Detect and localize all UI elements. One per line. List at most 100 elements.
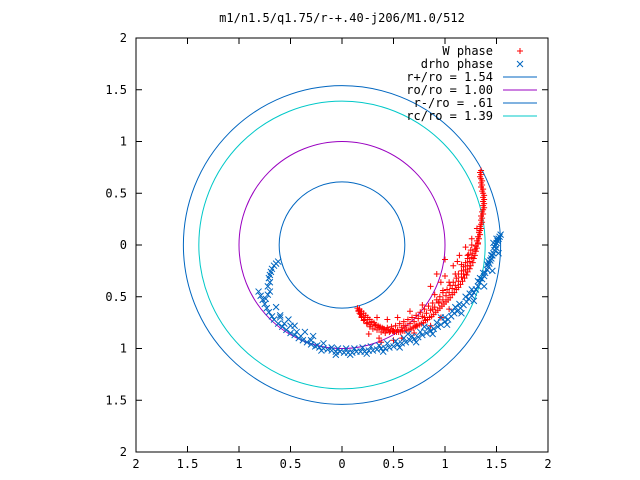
drho-phase-point (332, 351, 340, 359)
drho-phase-point (276, 312, 284, 319)
drho-phase-point (434, 323, 442, 331)
w-phase-point (449, 285, 456, 292)
drho-phase-point (437, 321, 445, 329)
drho-phase-point (303, 338, 311, 346)
drho-phase-point (451, 303, 459, 311)
w-phase-point (363, 320, 370, 327)
w-phase-point (464, 252, 471, 259)
w-phase-point (459, 278, 466, 285)
drho-phase-point (272, 303, 280, 311)
drho-phase-point (478, 275, 486, 283)
w-phase-point (413, 312, 420, 319)
x-tick-label: 0 (338, 457, 345, 471)
w-phase-point (378, 339, 385, 346)
w-phase-point (388, 323, 395, 330)
w-phase-point (437, 279, 444, 286)
legend-label: ro/ro = 1.00 (406, 83, 493, 97)
legend-label: drho phase (421, 57, 493, 71)
w-phase-point (366, 323, 373, 330)
drho-phase-point (427, 327, 434, 335)
w-phase-point (396, 320, 403, 327)
w-phase-point (442, 273, 448, 280)
legend-label: r-/ro = .61 (414, 96, 493, 110)
w-phase-point (467, 262, 474, 269)
drho-phase-point (474, 283, 482, 290)
w-phase-point (427, 283, 434, 290)
drho-phase-point (443, 321, 451, 329)
drho-phase-point (264, 283, 272, 290)
drho-phase-point (394, 341, 401, 348)
w-phase-point (360, 317, 367, 324)
drho-phase-point (301, 328, 309, 336)
drho-phase-point (268, 265, 276, 273)
w-phase-point (364, 319, 371, 326)
drho-phase-point (367, 343, 375, 350)
reference-circle (198, 100, 486, 390)
drho-phase-point (430, 325, 438, 333)
drho-phase-point (274, 258, 282, 265)
legend-marker (516, 60, 524, 68)
x-tick-label: 2 (132, 457, 139, 471)
axis-ticks: 2 1.5 1 0.5 0 0.5 1 1.5 221.510.500.511.52 (105, 31, 551, 471)
w-phase-point (376, 335, 383, 342)
drho-phase-point (462, 293, 469, 301)
drho-phase-point (493, 235, 500, 243)
w-phase-point (452, 282, 459, 289)
y-tick-label: 2 (120, 445, 127, 459)
w-phase-point (411, 329, 418, 336)
w-phase-point (358, 314, 365, 321)
drho-phase-point (276, 314, 284, 321)
drho-phase-point (418, 331, 426, 339)
w-phase-point (453, 275, 460, 282)
drho-phase-point (311, 343, 319, 350)
legend-label: r+/ro = 1.54 (406, 70, 493, 84)
w-phase-point (455, 284, 462, 291)
drho-phase-point (383, 339, 391, 347)
drho-phase-point (410, 335, 418, 343)
w-phase-point (451, 289, 458, 296)
w-phase-point (450, 262, 457, 269)
w-phase-point (431, 291, 438, 298)
w-phase-point (447, 294, 454, 301)
drho-phase-point (406, 336, 414, 344)
drho-phase-point (351, 345, 358, 352)
drho-phase-point (270, 316, 278, 323)
w-phase-point (406, 308, 413, 315)
drho-phase-point (448, 307, 456, 315)
w-phase-point (471, 252, 478, 259)
drho-phase-point (313, 342, 321, 349)
drho-phase-point (278, 323, 286, 331)
drho-phase-point (396, 344, 404, 351)
drho-phase-point (468, 286, 476, 293)
y-tick-label: 1 (120, 342, 127, 356)
w-phase-point (361, 316, 368, 323)
drho-phase-point (398, 339, 406, 347)
y-tick-label: 0 (120, 238, 127, 252)
w-phase-point (365, 331, 372, 338)
drho-phase-point (476, 274, 484, 282)
drho-phase-point (479, 269, 487, 277)
drho-phase-point (386, 344, 393, 351)
w-phase-point (457, 281, 464, 288)
w-phase-point (382, 329, 389, 336)
w-phase-point (406, 320, 413, 327)
drho-phase-point (490, 239, 497, 247)
drho-phase-point (392, 337, 399, 345)
y-tick-label: 2 (120, 31, 127, 45)
x-tick-label: 1.5 (177, 457, 199, 471)
w-phase-point (468, 242, 475, 248)
w-phase-point (446, 289, 453, 296)
w-phase-point (421, 306, 428, 313)
drho-phase-point (404, 330, 412, 338)
drho-phase-point (266, 288, 274, 295)
w-phase-point (467, 247, 474, 254)
drho-phase-point (342, 345, 350, 352)
drho-phase-point (340, 349, 348, 356)
drho-phase-point (487, 251, 495, 259)
drho-phase-point (287, 329, 294, 337)
w-phase-point (470, 255, 477, 262)
w-phase-point (369, 325, 376, 332)
drho-phase-point (324, 346, 331, 353)
w-phase-point (411, 318, 418, 325)
